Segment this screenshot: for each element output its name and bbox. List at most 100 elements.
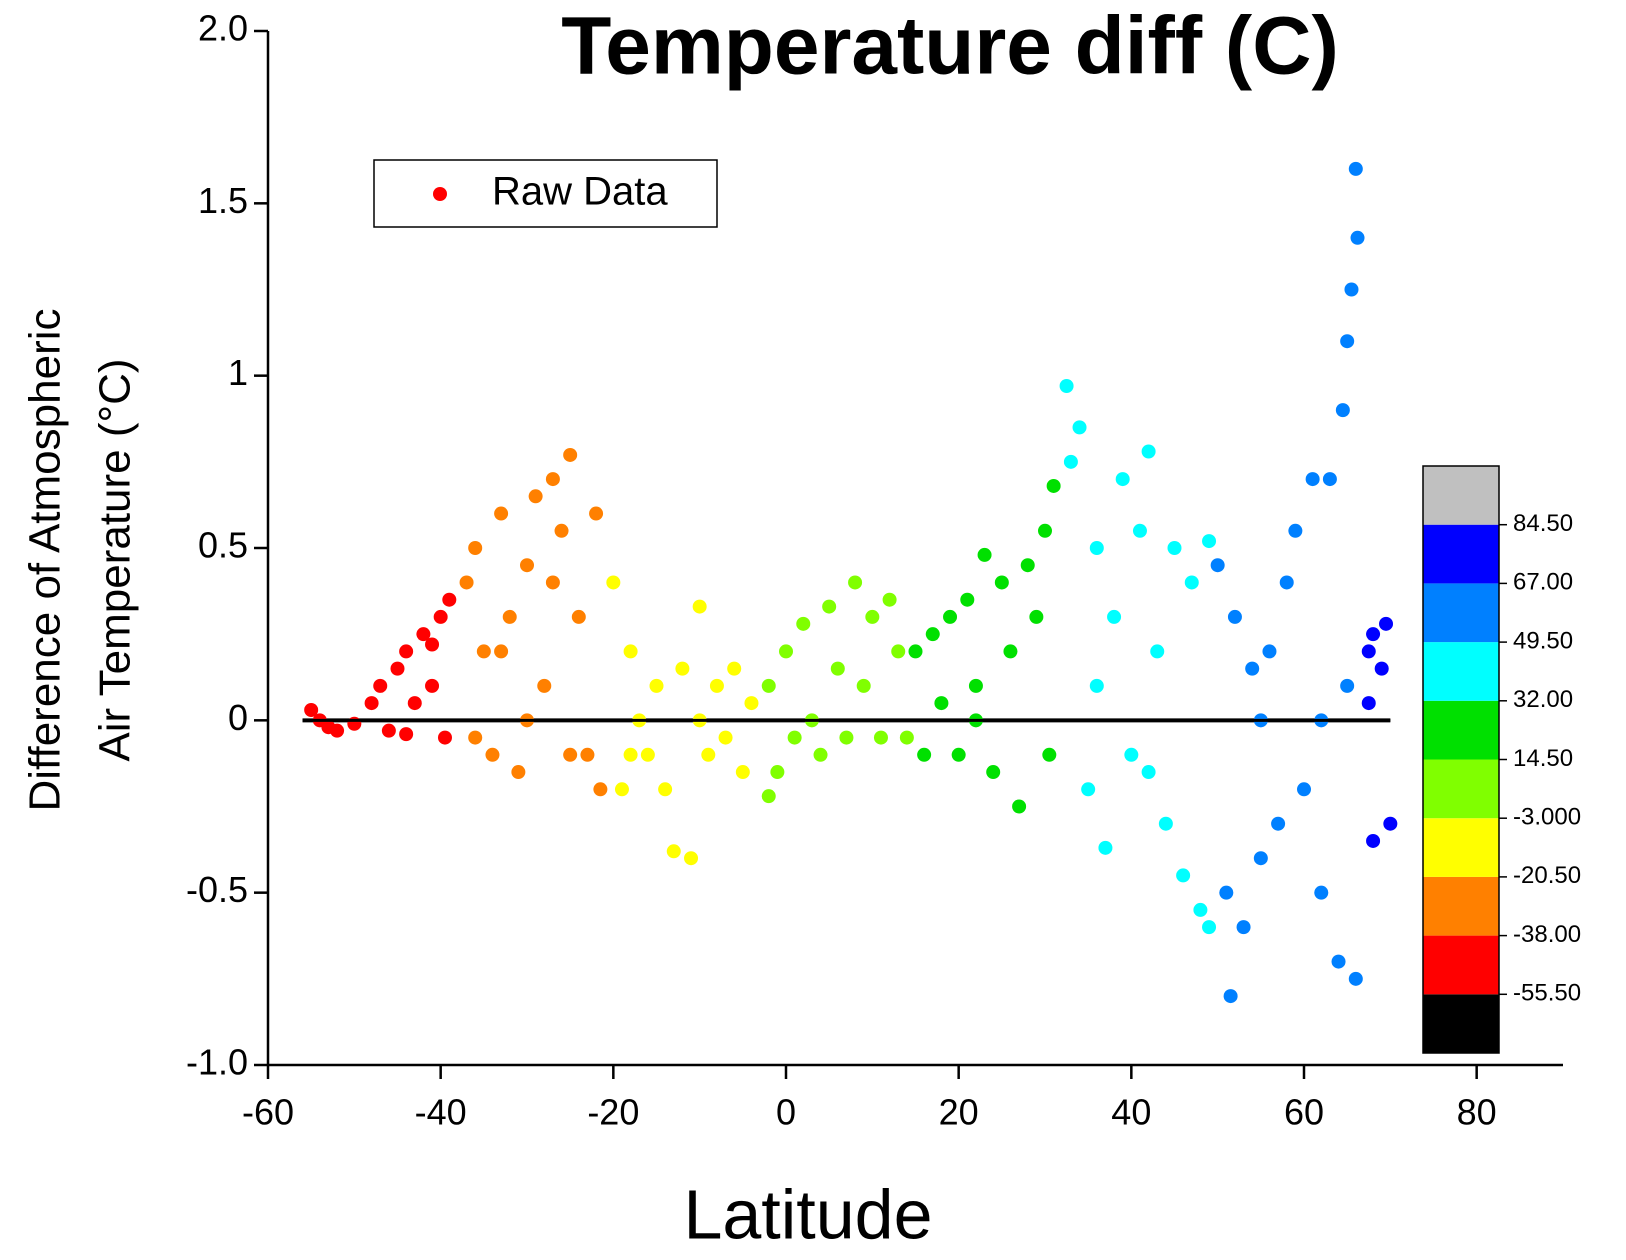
data-point: [554, 523, 569, 538]
data-point: [1081, 782, 1096, 797]
data-point: [373, 678, 388, 693]
legend-box: [373, 159, 718, 228]
y-tick-label: 1.5: [198, 180, 248, 221]
data-point: [1202, 534, 1217, 549]
data-point: [649, 678, 664, 693]
data-point: [416, 627, 431, 642]
colorbar-segment: [1423, 524, 1499, 584]
data-point: [865, 609, 880, 624]
data-point: [1366, 833, 1381, 848]
data-point: [1063, 454, 1078, 469]
data-point: [528, 489, 543, 504]
data-point: [1383, 816, 1398, 831]
data-point: [1176, 868, 1191, 883]
colorbar-label: -38.00: [1513, 921, 1581, 948]
y-tick-label: 1: [228, 352, 248, 393]
data-point: [468, 541, 483, 555]
data-point: [943, 609, 958, 624]
colorbar-segment: [1423, 642, 1499, 701]
colorbar-segment: [1423, 466, 1499, 525]
data-point: [1340, 678, 1355, 693]
data-point: [658, 782, 673, 797]
data-point: [390, 661, 405, 676]
data-point: [606, 575, 621, 590]
data-point: [1236, 920, 1251, 935]
colorbar-segment: [1423, 876, 1499, 936]
data-point: [1089, 678, 1104, 693]
colorbar-label: -55.50: [1513, 980, 1581, 1007]
x-tick-label: 40: [1111, 1092, 1151, 1133]
data-point: [494, 644, 509, 659]
data-point: [718, 730, 733, 745]
data-point: [1072, 420, 1087, 435]
data-point: [1348, 971, 1363, 986]
data-point: [675, 661, 690, 676]
y-axis-label: Difference of Atmospheric: [21, 309, 70, 812]
data-point: [1141, 765, 1156, 780]
data-point: [1340, 334, 1355, 349]
data-point: [692, 599, 707, 614]
colorbar-label: -20.50: [1513, 862, 1581, 889]
data-point: [839, 730, 854, 745]
chart-title: Temperature diff (C): [561, 1, 1339, 92]
data-point: [1202, 920, 1217, 935]
data-point: [580, 747, 595, 762]
data-point: [822, 599, 837, 614]
colorbar-segment: [1423, 935, 1499, 995]
data-point: [485, 747, 500, 762]
y-axis-label: Air Temperature (°C): [91, 358, 140, 761]
data-point: [1314, 885, 1329, 900]
y-tick-label: -1.0: [186, 1042, 248, 1083]
data-point: [968, 678, 983, 693]
data-point: [623, 644, 638, 659]
data-point: [796, 616, 811, 631]
data-point: [640, 747, 655, 762]
colorbar-label: 67.00: [1513, 569, 1573, 596]
data-point: [1193, 902, 1208, 917]
data-point: [563, 447, 578, 462]
data-point: [502, 609, 517, 624]
colorbar-segment: [1423, 759, 1499, 819]
data-point: [1335, 403, 1350, 418]
data-point: [437, 730, 452, 745]
data-point: [1115, 472, 1130, 487]
data-point: [459, 575, 474, 590]
data-point: [1046, 478, 1061, 493]
data-point: [1253, 851, 1268, 866]
data-point: [951, 747, 966, 762]
data-point: [1379, 616, 1394, 631]
data-point: [960, 592, 975, 607]
data-point: [666, 844, 681, 859]
data-point: [425, 637, 440, 652]
data-point: [848, 575, 863, 590]
data-point: [917, 747, 932, 762]
data-point: [1210, 558, 1225, 573]
data-point: [779, 644, 793, 659]
data-point: [545, 575, 560, 590]
data-point: [589, 506, 604, 521]
data-point: [1366, 627, 1381, 642]
colorbar-segment: [1423, 583, 1499, 643]
data-point: [761, 678, 776, 693]
data-point: [770, 765, 785, 780]
data-point: [1167, 541, 1182, 555]
data-point: [1322, 472, 1337, 487]
data-point: [787, 730, 802, 745]
data-point: [1020, 558, 1035, 573]
colorbar-segment: [1423, 818, 1499, 877]
data-point: [425, 678, 440, 693]
data-point: [1003, 644, 1018, 659]
data-point: [1124, 747, 1139, 762]
data-point: [873, 730, 888, 745]
data-point: [1029, 609, 1044, 624]
data-point: [684, 851, 699, 866]
x-axis-label: Latitude: [683, 1175, 932, 1253]
data-point: [813, 747, 828, 762]
data-point: [442, 592, 457, 607]
x-tick-label: 60: [1284, 1092, 1324, 1133]
data-point: [571, 609, 586, 624]
data-point: [1141, 444, 1156, 459]
data-point: [407, 696, 422, 711]
data-point: [1288, 523, 1303, 538]
